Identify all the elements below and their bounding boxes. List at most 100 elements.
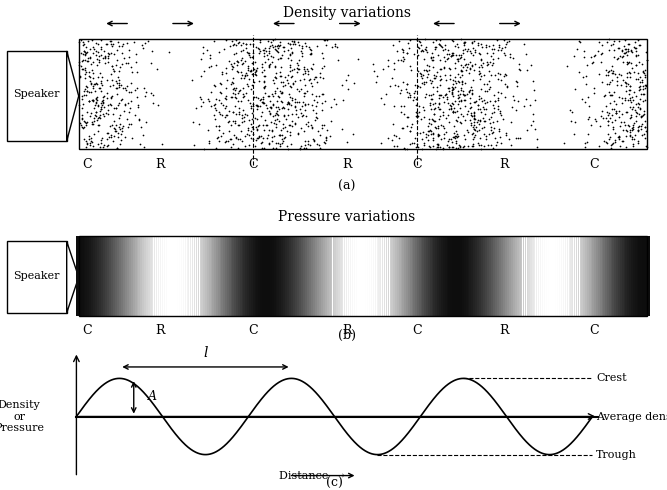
Point (251, 105, 262, 113)
Point (141, 89, 151, 97)
Bar (421, 236, 425, 316)
Point (94, 84, 105, 92)
Point (111, 90, 122, 98)
Point (456, 80, 467, 88)
Point (99, 92, 110, 100)
Bar (354, 236, 355, 316)
Point (480, 111, 490, 119)
Point (229, 59, 239, 67)
Point (235, 86, 245, 94)
Point (604, 78, 615, 86)
Point (256, 69, 267, 76)
Bar (638, 236, 644, 316)
Bar (472, 236, 477, 316)
Point (405, 91, 416, 98)
Point (237, 54, 247, 62)
Point (588, 58, 598, 66)
Point (228, 74, 239, 82)
Point (243, 66, 253, 74)
Bar (269, 236, 275, 316)
Point (307, 124, 317, 132)
Point (91, 48, 101, 55)
Bar (445, 236, 450, 316)
Point (442, 54, 452, 62)
Point (494, 127, 504, 135)
Point (302, 138, 313, 146)
Point (450, 76, 460, 84)
Bar (582, 236, 583, 316)
Point (299, 101, 310, 109)
Bar (456, 236, 462, 316)
Point (638, 97, 648, 105)
Text: l: l (203, 346, 207, 360)
Bar (329, 236, 331, 316)
Point (282, 145, 293, 153)
Point (640, 123, 651, 131)
Point (111, 145, 122, 152)
Bar (321, 236, 323, 316)
Text: R: R (342, 324, 352, 337)
Point (467, 112, 478, 120)
Point (235, 41, 246, 49)
Point (133, 103, 143, 111)
Point (84, 139, 95, 147)
Point (324, 132, 335, 140)
Point (629, 44, 640, 51)
Point (75, 49, 86, 57)
Text: C: C (249, 158, 258, 171)
Point (127, 68, 137, 76)
Point (606, 76, 617, 84)
Point (91, 113, 101, 121)
Point (470, 46, 480, 53)
Point (121, 40, 132, 48)
Point (77, 122, 87, 130)
Bar (139, 236, 141, 316)
Point (586, 122, 596, 129)
Point (292, 38, 303, 46)
Bar (291, 236, 296, 316)
Point (265, 97, 275, 105)
Point (255, 139, 266, 147)
Bar (283, 236, 289, 316)
Point (229, 91, 240, 98)
Point (473, 101, 484, 109)
Point (308, 136, 319, 144)
Point (91, 99, 101, 107)
Point (119, 84, 130, 92)
Point (611, 100, 622, 108)
Point (468, 109, 479, 117)
Bar (311, 236, 314, 316)
Point (130, 111, 141, 119)
Point (249, 70, 260, 77)
Point (614, 44, 624, 51)
Point (612, 81, 622, 89)
Point (255, 95, 266, 103)
Point (482, 61, 493, 69)
Point (254, 45, 265, 53)
Point (455, 142, 466, 150)
Point (250, 123, 261, 131)
Bar (342, 236, 344, 316)
Point (583, 102, 594, 110)
Bar (540, 236, 541, 316)
Bar (271, 236, 277, 316)
Bar (325, 236, 327, 316)
Point (454, 78, 464, 86)
Point (468, 122, 479, 130)
Bar (196, 236, 197, 316)
Point (470, 48, 480, 56)
Point (273, 93, 284, 101)
Point (80, 68, 91, 76)
Point (137, 41, 147, 49)
Point (193, 121, 204, 128)
Point (409, 89, 420, 97)
Point (241, 41, 251, 49)
Point (104, 122, 115, 130)
Point (420, 78, 431, 86)
Point (265, 110, 275, 118)
Point (284, 63, 295, 71)
Bar (414, 236, 417, 316)
Point (287, 79, 298, 87)
Point (638, 68, 648, 75)
Point (235, 127, 246, 135)
